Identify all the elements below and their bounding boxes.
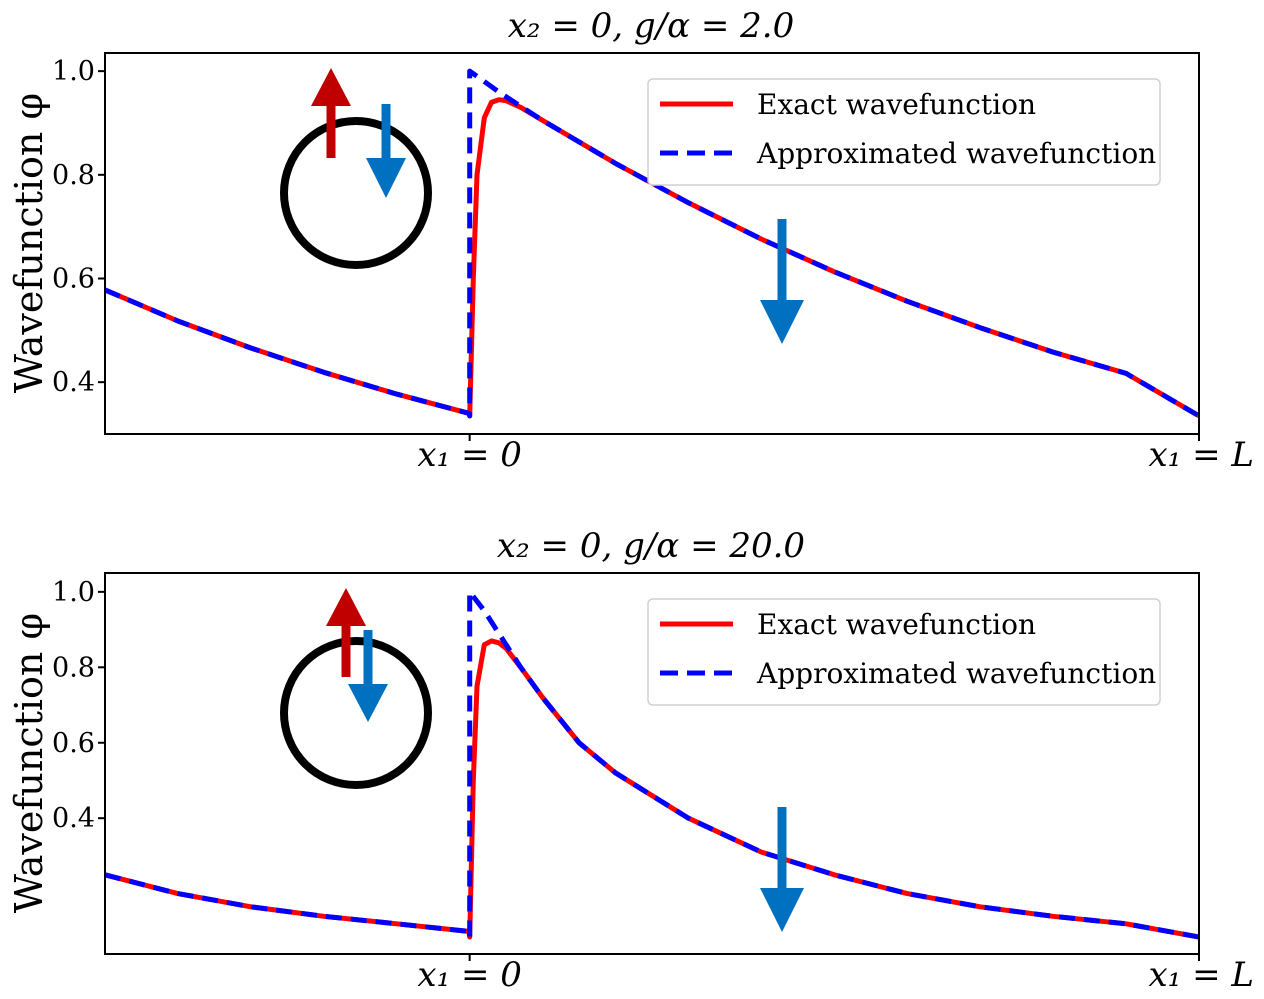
chart-title-top: x₂ = 0, g/α = 2.0 bbox=[508, 6, 795, 46]
y-tick-label: 0.4 bbox=[52, 367, 95, 398]
ring-icon bbox=[280, 117, 432, 269]
x-tick-label: x₁ = 0 bbox=[417, 955, 522, 995]
y-tick-label: 0.4 bbox=[52, 803, 95, 834]
x-ticks-top: x₁ = 0 x₁ = L bbox=[417, 434, 1254, 475]
y-axis-label-top: Wavefunction φ bbox=[7, 93, 51, 393]
spin-down-arrow-icon bbox=[366, 158, 406, 198]
legend-box bbox=[647, 78, 1161, 186]
y-tick-label: 0.8 bbox=[52, 160, 95, 191]
x-tick-label: x₁ = L bbox=[1149, 955, 1255, 995]
spin-down-arrow-icon bbox=[348, 684, 388, 722]
y-tick-label: 0.8 bbox=[52, 652, 95, 683]
spin-down-arrow-icon bbox=[760, 300, 804, 344]
legend-label-approx: Approximated wavefunction bbox=[756, 137, 1156, 170]
y-tick-label: 1.0 bbox=[52, 577, 95, 608]
spin-down-arrow-icon bbox=[760, 888, 804, 932]
x-ticks-bottom: x₁ = 0 x₁ = L bbox=[417, 954, 1254, 995]
spin-down-marker-bottom bbox=[760, 807, 804, 932]
y-tick-label: 0.6 bbox=[52, 263, 95, 294]
legend-label-approx: Approximated wavefunction bbox=[756, 657, 1156, 690]
axes-frame-top bbox=[104, 52, 1200, 435]
legend-label-exact: Exact wavefunction bbox=[757, 88, 1036, 121]
plot-area-top bbox=[104, 68, 1201, 419]
spin-down-marker-top bbox=[760, 219, 804, 344]
chart-title-bottom: x₂ = 0, g/α = 20.0 bbox=[497, 526, 805, 566]
x-tick-label: x₁ = 0 bbox=[417, 435, 522, 475]
series-line-approx bbox=[104, 68, 1201, 419]
spin-inset-bottom bbox=[280, 588, 432, 789]
panel-top: x₂ = 0, g/α = 2.0 Wavefunction φ 0.40.60… bbox=[7, 6, 1254, 475]
y-tick-label: 0.6 bbox=[52, 728, 95, 759]
y-ticks-bottom: 0.4 0.6 0.8 1.0 bbox=[52, 577, 105, 834]
y-tick-label: 1.0 bbox=[52, 56, 95, 87]
legend-top: Exact wavefunction Approximated wavefunc… bbox=[647, 78, 1161, 186]
spin-inset-top bbox=[280, 68, 432, 269]
ring-icon bbox=[280, 637, 432, 789]
spin-up-arrow-icon bbox=[311, 68, 351, 106]
legend-box bbox=[647, 598, 1161, 706]
plot-area-bottom bbox=[104, 589, 1200, 940]
legend-bottom: Exact wavefunction Approximated wavefunc… bbox=[647, 598, 1161, 706]
legend-label-exact: Exact wavefunction bbox=[757, 608, 1036, 641]
spin-up-arrow-icon bbox=[326, 588, 366, 626]
y-axis-label-bottom: Wavefunction φ bbox=[7, 613, 51, 913]
series-line-approx bbox=[104, 589, 1200, 940]
axes-frame-bottom bbox=[104, 572, 1200, 955]
y-ticks-top: 0.4 0.6 0.8 1.0 bbox=[52, 56, 105, 398]
x-tick-label: x₁ = L bbox=[1149, 435, 1255, 475]
panel-bottom: x₂ = 0, g/α = 20.0 Wavefunction φ 0.4 0.6… bbox=[7, 526, 1254, 995]
